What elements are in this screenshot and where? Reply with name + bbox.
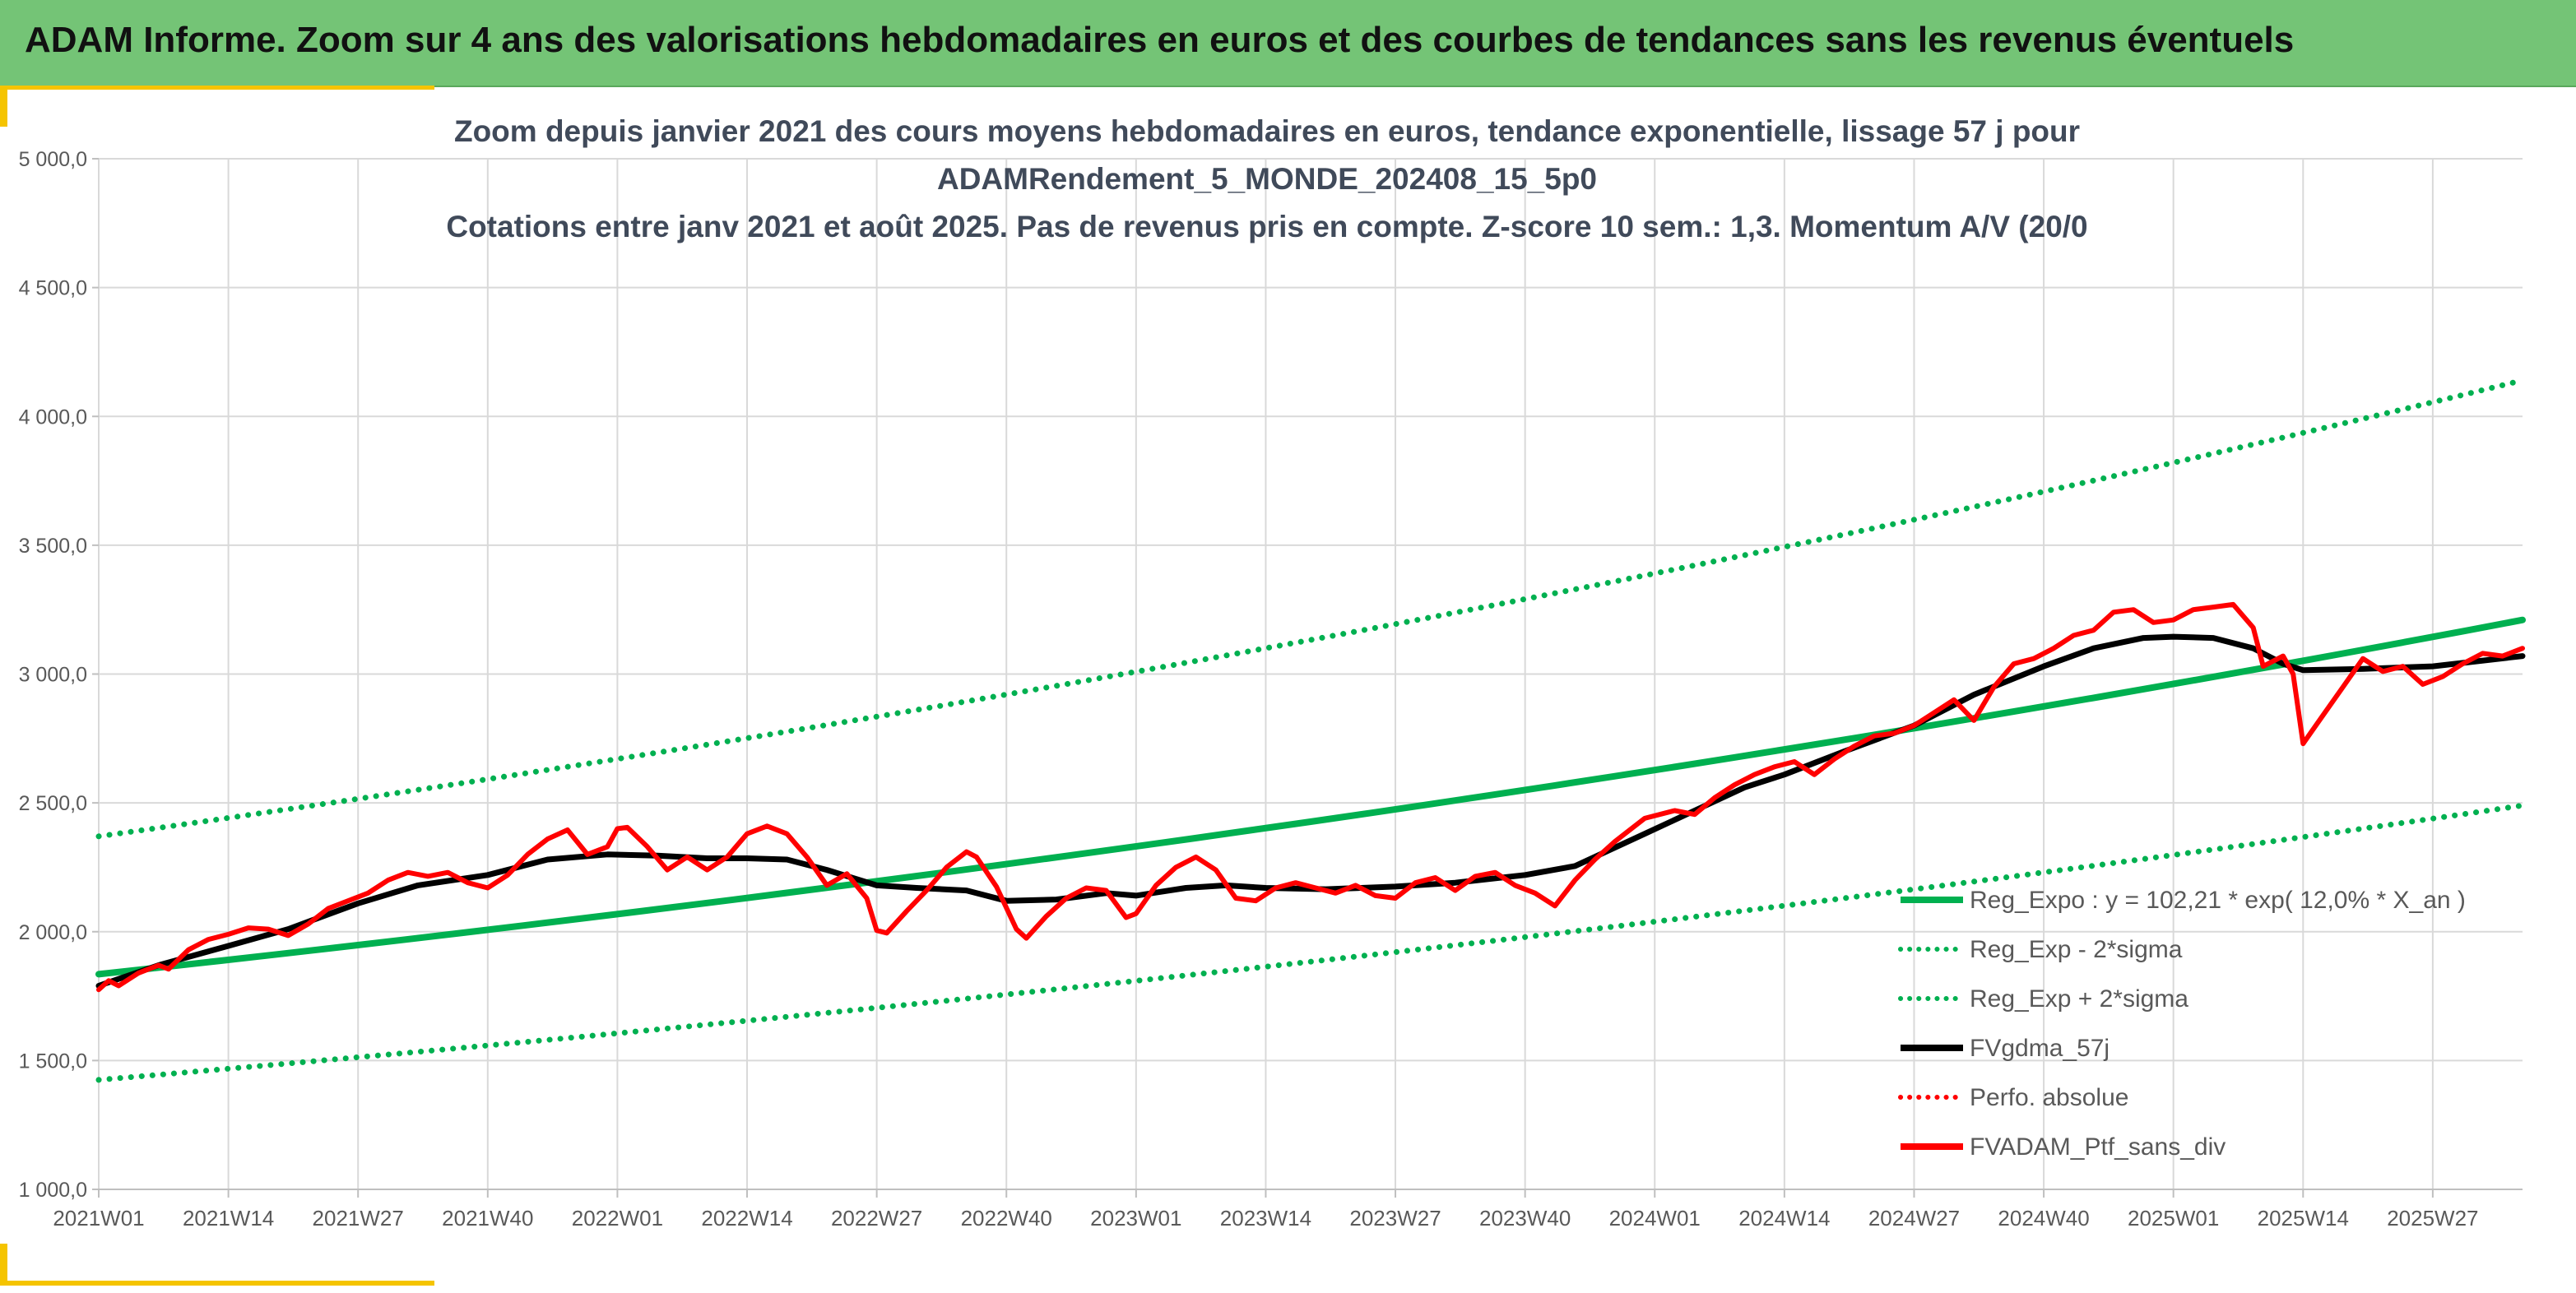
x-tick-label: 2023W27 — [1349, 1206, 1441, 1230]
y-tick-label: 4 500,0 — [19, 277, 87, 300]
legend-label-absolute-perf: Perfo. absolue — [1970, 1084, 2128, 1111]
y-tick-label: 2 500,0 — [19, 792, 87, 815]
x-axis: 2021W01 2021W14 2021W27 2021W40 2022W01 2022W… — [53, 1189, 2523, 1230]
x-tick-label: 2024W40 — [1998, 1206, 2089, 1230]
line-chart: Zoom depuis janvier 2021 des cours moyen… — [19, 114, 2526, 1230]
chart-title-line-2: ADAMRendement_5_MONDE_202408_15_5p0 — [937, 162, 1597, 196]
series-group — [95, 377, 2526, 1083]
x-tick-label: 2024W01 — [1609, 1206, 1701, 1230]
y-tick-label: 2 000,0 — [19, 921, 87, 944]
series-line-portfolio — [96, 601, 2525, 993]
x-tick-label: 2023W14 — [1220, 1206, 1311, 1230]
grid — [98, 158, 2523, 1190]
legend-label-upper-band: Reg_Exp + 2*sigma — [1970, 985, 2188, 1013]
x-tick-label: 2023W01 — [1090, 1206, 1181, 1230]
x-tick-label: 2021W40 — [442, 1206, 533, 1230]
series-line-trend — [95, 616, 2526, 978]
chart-area: Zoom depuis janvier 2021 des cours moyen… — [0, 86, 2576, 1289]
y-tick-label: 3 000,0 — [19, 664, 87, 687]
chart-title-line-3: Cotations entre janv 2021 et août 2025. … — [446, 210, 2087, 243]
legend-label-lower-band: Reg_Exp - 2*sigma — [1970, 936, 2183, 963]
y-tick-label: 5 000,0 — [19, 148, 87, 171]
header-bar: ADAM Informe. Zoom sur 4 ans des valoris… — [0, 0, 2576, 87]
x-tick-label: 2024W27 — [1868, 1206, 1960, 1230]
y-tick-label: 3 500,0 — [19, 535, 87, 558]
chart-title-line-1: Zoom depuis janvier 2021 des cours moyen… — [454, 114, 2080, 148]
legend-label-smoothed: FVgdma_57j — [1970, 1035, 2110, 1062]
y-tick-label: 1 500,0 — [19, 1050, 87, 1073]
x-tick-label: 2025W14 — [2258, 1206, 2349, 1230]
x-tick-label: 2021W27 — [313, 1206, 404, 1230]
legend-label-trend: Reg_Expo : y = 102,21 * exp( 12,0% * X_a… — [1970, 887, 2466, 914]
x-tick-label: 2021W14 — [183, 1206, 274, 1230]
legend: Reg_Expo : y = 102,21 * exp( 12,0% * X_a… — [1898, 887, 2466, 1161]
x-tick-label: 2022W40 — [961, 1206, 1052, 1230]
x-tick-label: 2022W01 — [572, 1206, 663, 1230]
legend-label-portfolio: FVADAM_Ptf_sans_div — [1970, 1133, 2226, 1161]
page-title: ADAM Informe. Zoom sur 4 ans des valoris… — [25, 20, 2295, 60]
x-tick-label: 2022W14 — [701, 1206, 792, 1230]
x-tick-label: 2021W01 — [53, 1206, 144, 1230]
y-axis: 1 000,0 1 500,0 2 000,0 2 500,0 3 000,0 3 500… — [19, 148, 99, 1202]
accent-corner-bottom — [0, 1244, 7, 1286]
y-tick-label: 4 000,0 — [19, 406, 87, 429]
x-tick-label: 2023W40 — [1479, 1206, 1571, 1230]
x-tick-label: 2024W14 — [1738, 1206, 1830, 1230]
series-line-lower-band — [95, 802, 2526, 1083]
accent-bar-bottom — [0, 1281, 434, 1286]
series-line-upper-band — [95, 377, 2526, 840]
chart-title: Zoom depuis janvier 2021 des cours moyen… — [446, 114, 2087, 243]
x-tick-label: 2025W01 — [2128, 1206, 2219, 1230]
y-tick-label: 1 000,0 — [19, 1179, 87, 1202]
accent-corner-top — [0, 86, 7, 127]
accent-bar-top — [0, 86, 434, 90]
x-tick-label: 2022W27 — [831, 1206, 922, 1230]
x-tick-label: 2025W27 — [2387, 1206, 2478, 1230]
